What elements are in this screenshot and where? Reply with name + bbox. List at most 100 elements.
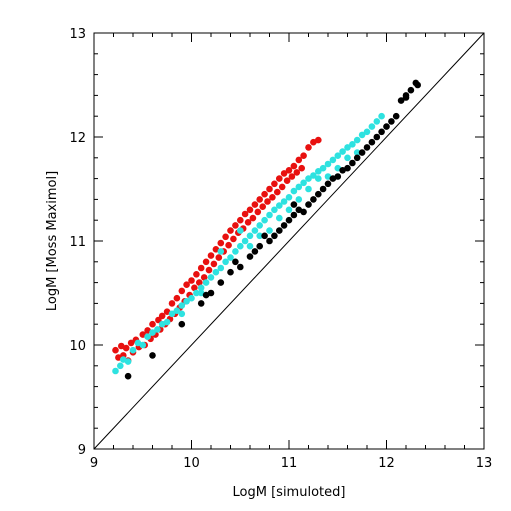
scatter-point (280, 170, 288, 177)
scatter-point (363, 128, 371, 136)
scatter-point (246, 242, 254, 250)
scatter-point (173, 307, 181, 315)
y-axis-title: LogM [Moss Maximol] (45, 171, 60, 311)
scatter-point (117, 362, 124, 370)
scatter-point (266, 227, 273, 234)
scatter-point (188, 277, 195, 284)
scatter-point (407, 86, 415, 94)
scatter-point (149, 320, 156, 328)
scatter-point (254, 208, 262, 216)
scatter-point (225, 241, 232, 249)
scatter-point (227, 254, 234, 261)
scatter-point (319, 164, 327, 172)
scatter-point (217, 248, 225, 255)
scatter-point (285, 167, 293, 174)
scatter-point (227, 227, 234, 234)
scatter-point (397, 97, 405, 104)
scatter-point (112, 346, 119, 354)
scatter-point (300, 208, 307, 216)
scatter-point (183, 281, 190, 289)
scatter-point (163, 318, 171, 326)
tick-marks (93, 32, 485, 450)
scatter-point (217, 264, 225, 272)
scatter-point (274, 188, 281, 196)
scatter-point (280, 222, 288, 229)
scatter-point (259, 203, 267, 210)
scatter-point (251, 201, 259, 208)
scatter-point (300, 152, 307, 159)
x-tick-label: 12 (378, 456, 395, 471)
scatter-point (251, 227, 259, 234)
scatter-point (295, 183, 303, 191)
scatter-point (237, 263, 244, 271)
scatter-point (373, 133, 381, 141)
scatter-point (373, 118, 381, 125)
scatter-point (344, 164, 351, 172)
scatter-point (232, 258, 239, 266)
scatter-point (414, 81, 422, 89)
x-tick-label: 9 (90, 456, 98, 471)
scatter-point (305, 201, 312, 208)
scatter-point (276, 227, 283, 234)
scatter-point (246, 206, 254, 214)
scatter-point (129, 346, 137, 354)
scatter-point (237, 216, 244, 224)
scatter-point (232, 222, 239, 229)
scatter-point (324, 160, 332, 168)
scatter-point (358, 131, 366, 139)
scatter-point (215, 254, 223, 261)
scatter-point (339, 148, 346, 155)
scatter-point (112, 367, 119, 375)
scatter-point (207, 289, 215, 297)
scatter-point (324, 180, 332, 188)
scatter-point (178, 320, 186, 328)
scatter-point (122, 344, 130, 352)
scatter-point (149, 352, 156, 359)
scatter-point (271, 206, 278, 214)
scatter-point (205, 266, 213, 274)
scatter-point (278, 183, 286, 191)
scatter-point (358, 149, 366, 156)
y-tick-label: 13 (69, 27, 86, 42)
scatter-point (191, 284, 198, 292)
scatter-point (202, 258, 210, 266)
scatter-point (285, 206, 293, 214)
scatter-point (168, 310, 176, 318)
scatter-point (276, 175, 283, 182)
scatter-point (256, 222, 264, 229)
scatter-point (378, 128, 385, 136)
scatter-point (210, 260, 218, 268)
scatter-point (241, 210, 249, 218)
scatter-point (207, 252, 215, 259)
scatter-point (276, 214, 283, 222)
scatter-point (193, 271, 200, 278)
scatter-point (222, 258, 229, 266)
scatter-point (200, 274, 208, 281)
scatter-point (271, 232, 278, 240)
scatter-point (392, 112, 400, 120)
scatter-point (127, 339, 135, 347)
scatter-point (353, 149, 361, 156)
data-points (112, 79, 422, 380)
scatter-point (288, 173, 296, 180)
scatter-point (295, 196, 303, 203)
y-tick-label: 12 (69, 131, 86, 146)
scatter-point (378, 112, 385, 120)
scatter-point (251, 248, 259, 255)
scatter-point (280, 198, 288, 205)
scatter-point (246, 253, 254, 260)
scatter-point (249, 214, 257, 222)
y-tick-label: 10 (69, 339, 86, 354)
scatter-point (383, 123, 390, 130)
scatter-point (334, 152, 342, 159)
scatter-point (285, 216, 293, 224)
scatter-point (305, 144, 312, 151)
scatter-point (285, 194, 293, 201)
scatter-point (158, 312, 166, 320)
scatter-point (353, 154, 361, 162)
scatter-point (295, 156, 303, 164)
scatter-point (271, 180, 278, 188)
scatter-point (207, 274, 215, 281)
scatter-point (363, 144, 371, 151)
